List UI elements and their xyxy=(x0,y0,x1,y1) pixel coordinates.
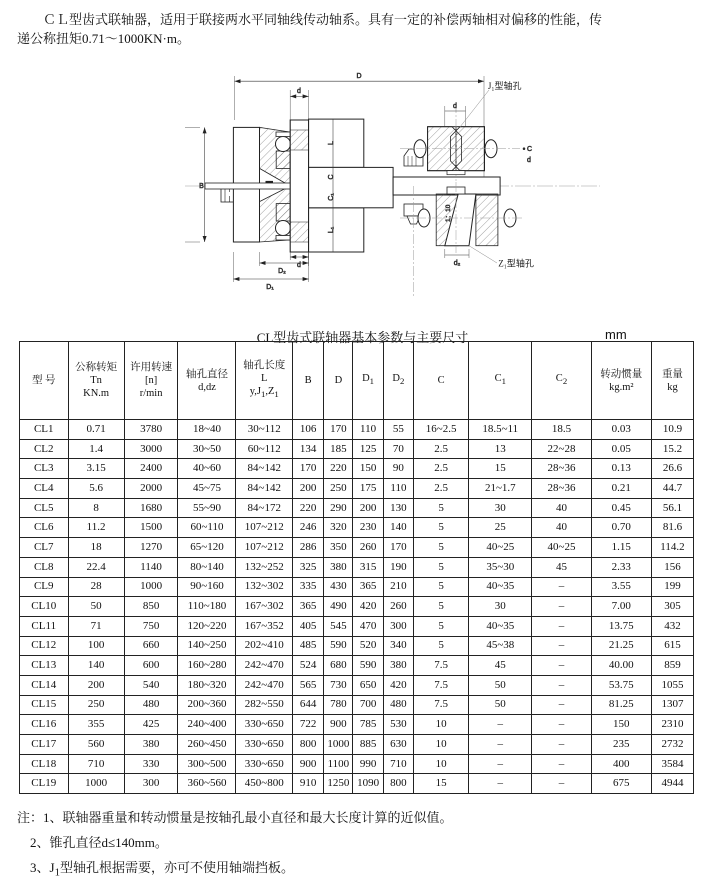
svg-text:d: d xyxy=(453,103,457,110)
svg-text:B: B xyxy=(199,183,204,190)
svg-text:C₁: C₁ xyxy=(328,193,335,201)
svg-text:d: d xyxy=(527,157,531,164)
svg-text:d₂: d₂ xyxy=(454,260,461,267)
svg-text:Z₁型轴孔: Z₁型轴孔 xyxy=(498,257,534,268)
svg-text:J₁型轴孔: J₁型轴孔 xyxy=(488,80,522,91)
svg-text:C: C xyxy=(527,146,532,153)
svg-text:D: D xyxy=(356,73,361,80)
svg-text:d: d xyxy=(297,88,301,95)
svg-text:L₁: L₁ xyxy=(328,226,335,233)
svg-text:C: C xyxy=(328,174,335,179)
svg-text:D₂: D₂ xyxy=(278,268,286,275)
svg-text:L: L xyxy=(328,141,335,145)
svg-text:1：10: 1：10 xyxy=(445,204,452,222)
svg-text:D₁: D₁ xyxy=(266,284,274,291)
